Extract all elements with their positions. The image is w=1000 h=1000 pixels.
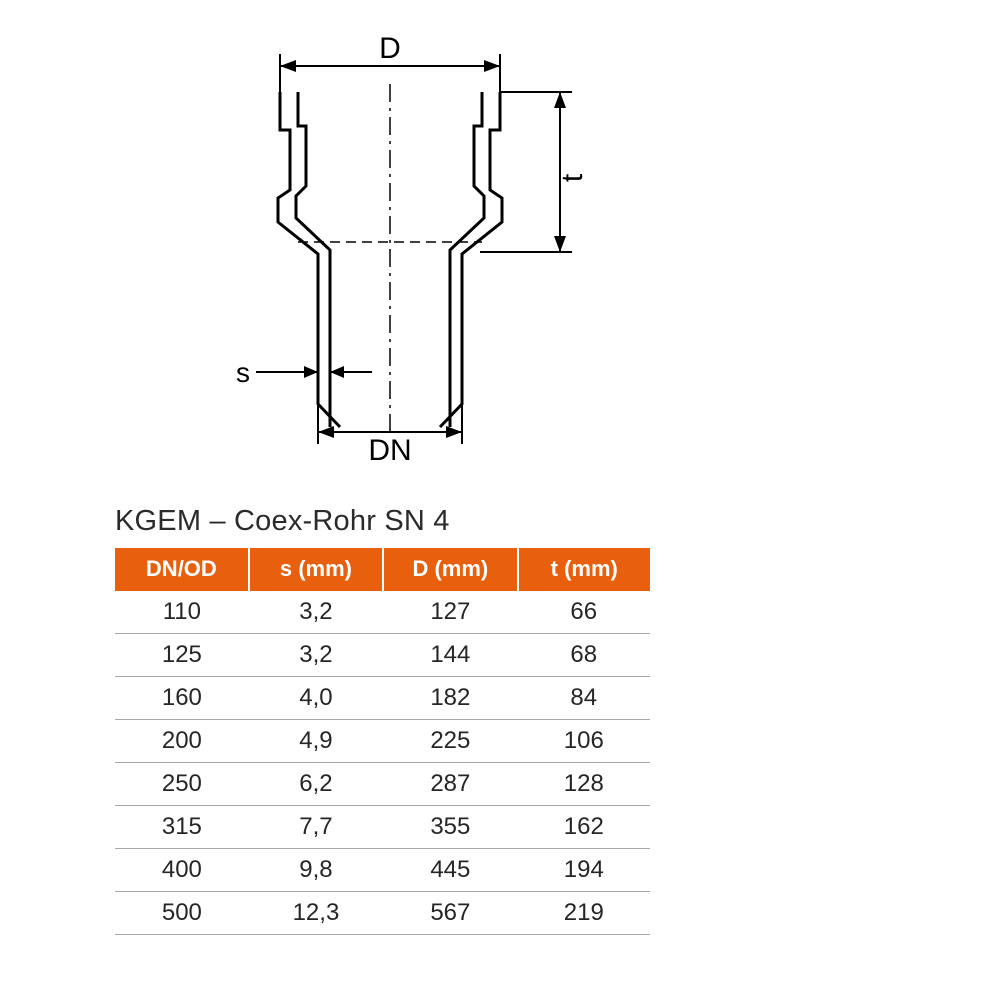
table-cell: 68	[518, 634, 650, 677]
table-cell: 144	[383, 634, 517, 677]
table-row: 3157,7355162	[115, 806, 650, 849]
table-cell: 567	[383, 892, 517, 935]
spec-table: DN/OD s (mm) D (mm) t (mm) 1103,21276612…	[115, 548, 650, 935]
table-title: KGEM – Coex-Rohr SN 4	[115, 505, 450, 538]
dim-label-D: D	[379, 32, 401, 65]
table-cell: 160	[115, 677, 249, 720]
table-cell: 4,9	[249, 720, 383, 763]
table-row: 2506,2287128	[115, 763, 650, 806]
table-cell: 500	[115, 892, 249, 935]
table-row: 2004,9225106	[115, 720, 650, 763]
table-cell: 84	[518, 677, 650, 720]
table-cell: 200	[115, 720, 249, 763]
table-cell: 182	[383, 677, 517, 720]
table-cell: 4,0	[249, 677, 383, 720]
table-row: 50012,3567219	[115, 892, 650, 935]
table-row: 1604,018284	[115, 677, 650, 720]
table-cell: 250	[115, 763, 249, 806]
table-body: 1103,2127661253,2144681604,0182842004,92…	[115, 591, 650, 935]
table-row: 4009,8445194	[115, 849, 650, 892]
table-cell: 106	[518, 720, 650, 763]
table-cell: 225	[383, 720, 517, 763]
table-cell: 9,8	[249, 849, 383, 892]
table-cell: 287	[383, 763, 517, 806]
table-cell: 162	[518, 806, 650, 849]
table-cell: 66	[518, 591, 650, 634]
table-header-row: DN/OD s (mm) D (mm) t (mm)	[115, 548, 650, 591]
table-cell: 6,2	[249, 763, 383, 806]
table-row: 1103,212766	[115, 591, 650, 634]
col-header: D (mm)	[383, 548, 517, 591]
col-header: t (mm)	[518, 548, 650, 591]
table-cell: 3,2	[249, 591, 383, 634]
table-cell: 127	[383, 591, 517, 634]
table-cell: 400	[115, 849, 249, 892]
col-header: DN/OD	[115, 548, 249, 591]
pipe-diagram: D t	[190, 32, 650, 462]
table-cell: 125	[115, 634, 249, 677]
table-cell: 110	[115, 591, 249, 634]
table-cell: 12,3	[249, 892, 383, 935]
table-cell: 219	[518, 892, 650, 935]
dim-label-DN: DN	[368, 434, 411, 462]
table-row: 1253,214468	[115, 634, 650, 677]
table-cell: 128	[518, 763, 650, 806]
table-cell: 355	[383, 806, 517, 849]
dim-label-s: s	[236, 357, 250, 388]
col-header: s (mm)	[249, 548, 383, 591]
table-cell: 7,7	[249, 806, 383, 849]
table-cell: 315	[115, 806, 249, 849]
dim-label-t: t	[556, 173, 589, 182]
table-cell: 3,2	[249, 634, 383, 677]
table-cell: 194	[518, 849, 650, 892]
table-cell: 445	[383, 849, 517, 892]
